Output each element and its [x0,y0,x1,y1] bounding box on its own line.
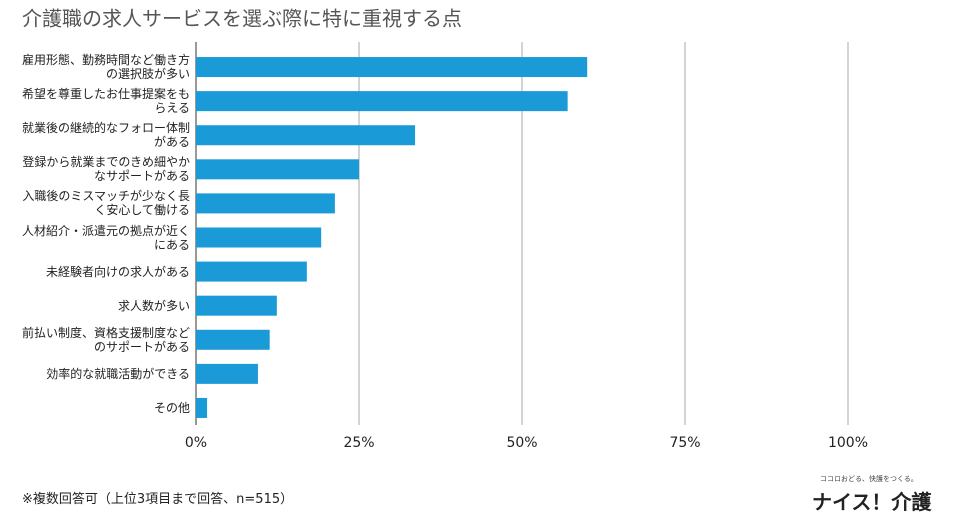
bar [196,125,416,146]
y-tick-label: 入職後のミスマッチが少なく長く安心して働ける [22,189,190,218]
y-tick-label: 雇用形態、勤務時間など働き方の選択肢が多い [22,53,191,82]
bar [196,397,208,418]
x-tick-label: 75% [669,435,700,451]
y-tick-label: その他 [153,400,190,415]
bar [196,193,335,214]
y-tick-label: 人材紹介・派遣元の拠点が近くにある [22,223,191,252]
bar [196,295,277,316]
y-tick-label: 就業後の継続的なフォロー体制がある [22,121,191,150]
bar [196,261,307,282]
logo: ナイス！介護 [812,490,932,514]
y-tick-label: 登録から就業までのきめ細やかなサポートがある [22,155,190,184]
y-tick-label: 求人数が多い [117,298,190,313]
bar [196,329,270,350]
x-tick-label: 25% [343,435,374,451]
x-tick-label: 0% [185,435,207,451]
y-tick-label: 未経験者向けの求人がある [45,264,190,279]
chart-title: 介護職の求人サービスを選ぶ際に特に重視する点 [22,7,462,31]
y-tick-label: 効率的な就職活動ができる [46,366,190,381]
bar [196,57,588,78]
bar [196,227,322,248]
x-tick-label: 100% [828,435,868,451]
x-tick-label: 50% [506,435,537,451]
bar [196,363,258,384]
y-tick-label: 前払い制度、資格支援制度などのサポートがある [22,325,191,354]
logo-tagline: ココロおどる、快護をつくる。 [820,475,918,483]
bar [196,159,359,180]
bar [196,91,568,112]
y-tick-label: 希望を尊重したお仕事提案をもらえる [22,87,191,116]
footnote: ※複数回答可（上位3項目まで回答、n=515） [22,492,294,507]
